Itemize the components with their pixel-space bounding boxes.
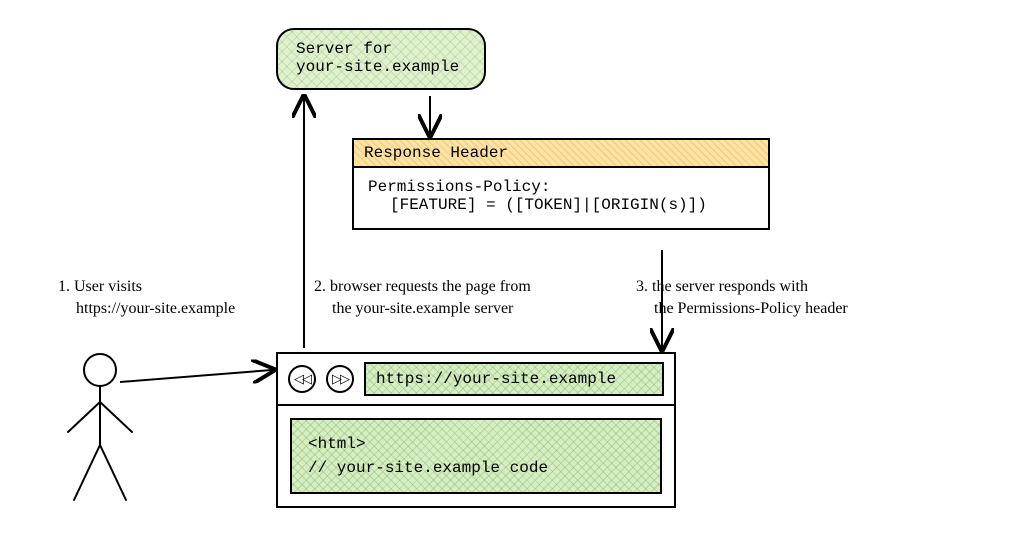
caption-step1: 1. User visits https://your-site.example — [58, 276, 288, 321]
caption-step3-line2: the Permissions-Policy header — [636, 298, 936, 320]
browser-body: <html> // your-site.example code — [278, 406, 674, 506]
response-header-body: Permissions-Policy: [FEATURE] = ([TOKEN]… — [354, 168, 768, 228]
forward-icon: ▷▷ — [326, 365, 354, 393]
caption-step2-line2: the your-site.example server — [314, 298, 624, 320]
caption-step3-line1: 3. the server responds with — [636, 276, 936, 298]
header-body-line1: Permissions-Policy: — [368, 178, 754, 196]
server-box: Server for your-site.example — [276, 28, 486, 90]
caption-step1-line2: https://your-site.example — [58, 298, 288, 320]
user-icon — [60, 350, 150, 520]
code-box: <html> // your-site.example code — [290, 418, 662, 494]
code-line2: // your-site.example code — [308, 456, 644, 480]
back-icon: ◁◁ — [288, 365, 316, 393]
url-bar: https://your-site.example — [364, 362, 664, 396]
caption-step1-line1: 1. User visits — [58, 276, 288, 298]
caption-step3: 3. the server responds with the Permissi… — [636, 276, 936, 321]
header-body-line2: [FEATURE] = ([TOKEN]|[ORIGIN(s)]) — [368, 196, 754, 214]
caption-step2-line1: 2. browser requests the page from — [314, 276, 624, 298]
code-line1: <html> — [308, 432, 644, 456]
browser-toolbar: ◁◁ ▷▷ https://your-site.example — [278, 354, 674, 406]
caption-step2: 2. browser requests the page from the yo… — [314, 276, 624, 321]
browser-box: ◁◁ ▷▷ https://your-site.example <html> /… — [276, 352, 676, 508]
response-header-box: Response Header Permissions-Policy: [FEA… — [352, 138, 770, 230]
server-line2: your-site.example — [296, 58, 466, 76]
server-line1: Server for — [296, 40, 466, 58]
response-header-title: Response Header — [354, 140, 768, 168]
